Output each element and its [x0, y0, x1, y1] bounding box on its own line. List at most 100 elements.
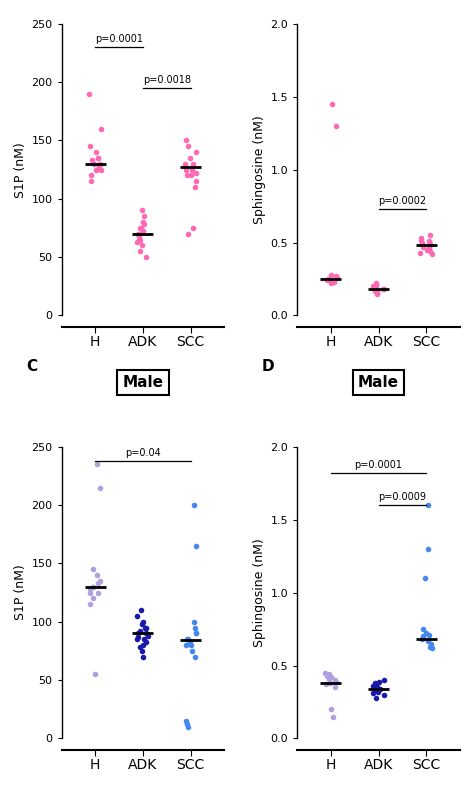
Point	[143, 251, 150, 264]
Point	[138, 645, 146, 657]
Point	[134, 630, 141, 643]
Point	[140, 218, 148, 231]
Point	[142, 627, 150, 640]
Text: D: D	[262, 359, 274, 374]
Point	[86, 140, 93, 152]
Point	[417, 233, 425, 246]
Point	[96, 481, 104, 494]
Point	[139, 216, 147, 229]
Point	[93, 569, 100, 581]
Point	[133, 633, 141, 646]
Point	[425, 235, 433, 248]
Point	[425, 634, 432, 647]
Point	[370, 280, 377, 293]
Point	[331, 674, 338, 687]
Point	[369, 281, 377, 294]
Point	[381, 674, 388, 687]
Point	[183, 169, 191, 182]
Point	[138, 239, 146, 252]
Y-axis label: Sphingosine (nM): Sphingosine (nM)	[253, 538, 266, 647]
Point	[191, 650, 199, 663]
Point	[135, 227, 142, 240]
Point	[332, 675, 340, 688]
Point	[380, 283, 388, 295]
Point	[143, 621, 150, 634]
Point	[86, 598, 93, 611]
Point	[183, 633, 191, 646]
Point	[418, 633, 426, 646]
Point	[373, 681, 381, 694]
Point	[87, 169, 95, 182]
Point	[428, 638, 435, 650]
Point	[182, 157, 189, 170]
Point	[138, 618, 146, 630]
Point	[426, 245, 434, 258]
Point	[184, 140, 192, 152]
Point	[424, 542, 432, 555]
Point	[328, 98, 336, 110]
Point	[97, 122, 105, 135]
Text: p=0.0001: p=0.0001	[355, 460, 402, 470]
Point	[137, 222, 144, 234]
Y-axis label: Sphingosine (nM): Sphingosine (nM)	[253, 115, 266, 224]
Point	[182, 715, 190, 727]
Point	[182, 134, 190, 147]
Point	[189, 222, 197, 234]
Point	[94, 586, 102, 599]
Point	[425, 242, 433, 255]
Point	[92, 164, 100, 176]
Point	[419, 631, 427, 644]
Point	[327, 671, 335, 684]
Point	[96, 157, 103, 170]
Point	[374, 286, 381, 299]
Point	[90, 580, 97, 593]
Point	[419, 630, 427, 642]
Text: p=0.04: p=0.04	[125, 448, 161, 458]
Point	[134, 236, 141, 249]
Point	[423, 244, 431, 256]
Point	[191, 181, 198, 194]
Point	[96, 575, 103, 588]
Point	[325, 272, 332, 285]
Point	[372, 277, 380, 290]
Point	[192, 146, 200, 159]
Point	[93, 458, 100, 471]
Text: Male: Male	[358, 375, 399, 390]
Point	[322, 678, 330, 691]
Point	[373, 279, 380, 291]
Point	[95, 160, 103, 172]
Point	[369, 680, 376, 692]
Point	[136, 625, 144, 638]
Point	[188, 164, 196, 176]
Point	[144, 630, 152, 642]
Point	[94, 152, 101, 164]
Point	[89, 563, 97, 576]
Point	[333, 272, 340, 284]
Y-axis label: S1P (nM): S1P (nM)	[14, 142, 27, 198]
Point	[137, 233, 144, 246]
Point	[183, 718, 191, 730]
Point	[428, 642, 436, 654]
Point	[372, 676, 379, 689]
Point	[328, 268, 335, 281]
Point	[331, 681, 339, 694]
Point	[186, 152, 194, 164]
Point	[87, 175, 95, 187]
Point	[376, 683, 383, 696]
Point	[135, 227, 143, 240]
Point	[330, 276, 338, 288]
Point	[427, 237, 434, 250]
Point	[419, 622, 427, 635]
Point	[422, 627, 430, 640]
Point	[137, 245, 144, 258]
Point	[326, 676, 334, 689]
Point	[375, 675, 383, 688]
Point	[134, 627, 142, 640]
Point	[192, 167, 200, 179]
Point	[182, 164, 190, 176]
Point	[381, 688, 388, 701]
Point	[323, 274, 330, 287]
Point	[329, 710, 337, 723]
Point	[332, 120, 339, 133]
Point	[372, 684, 380, 696]
